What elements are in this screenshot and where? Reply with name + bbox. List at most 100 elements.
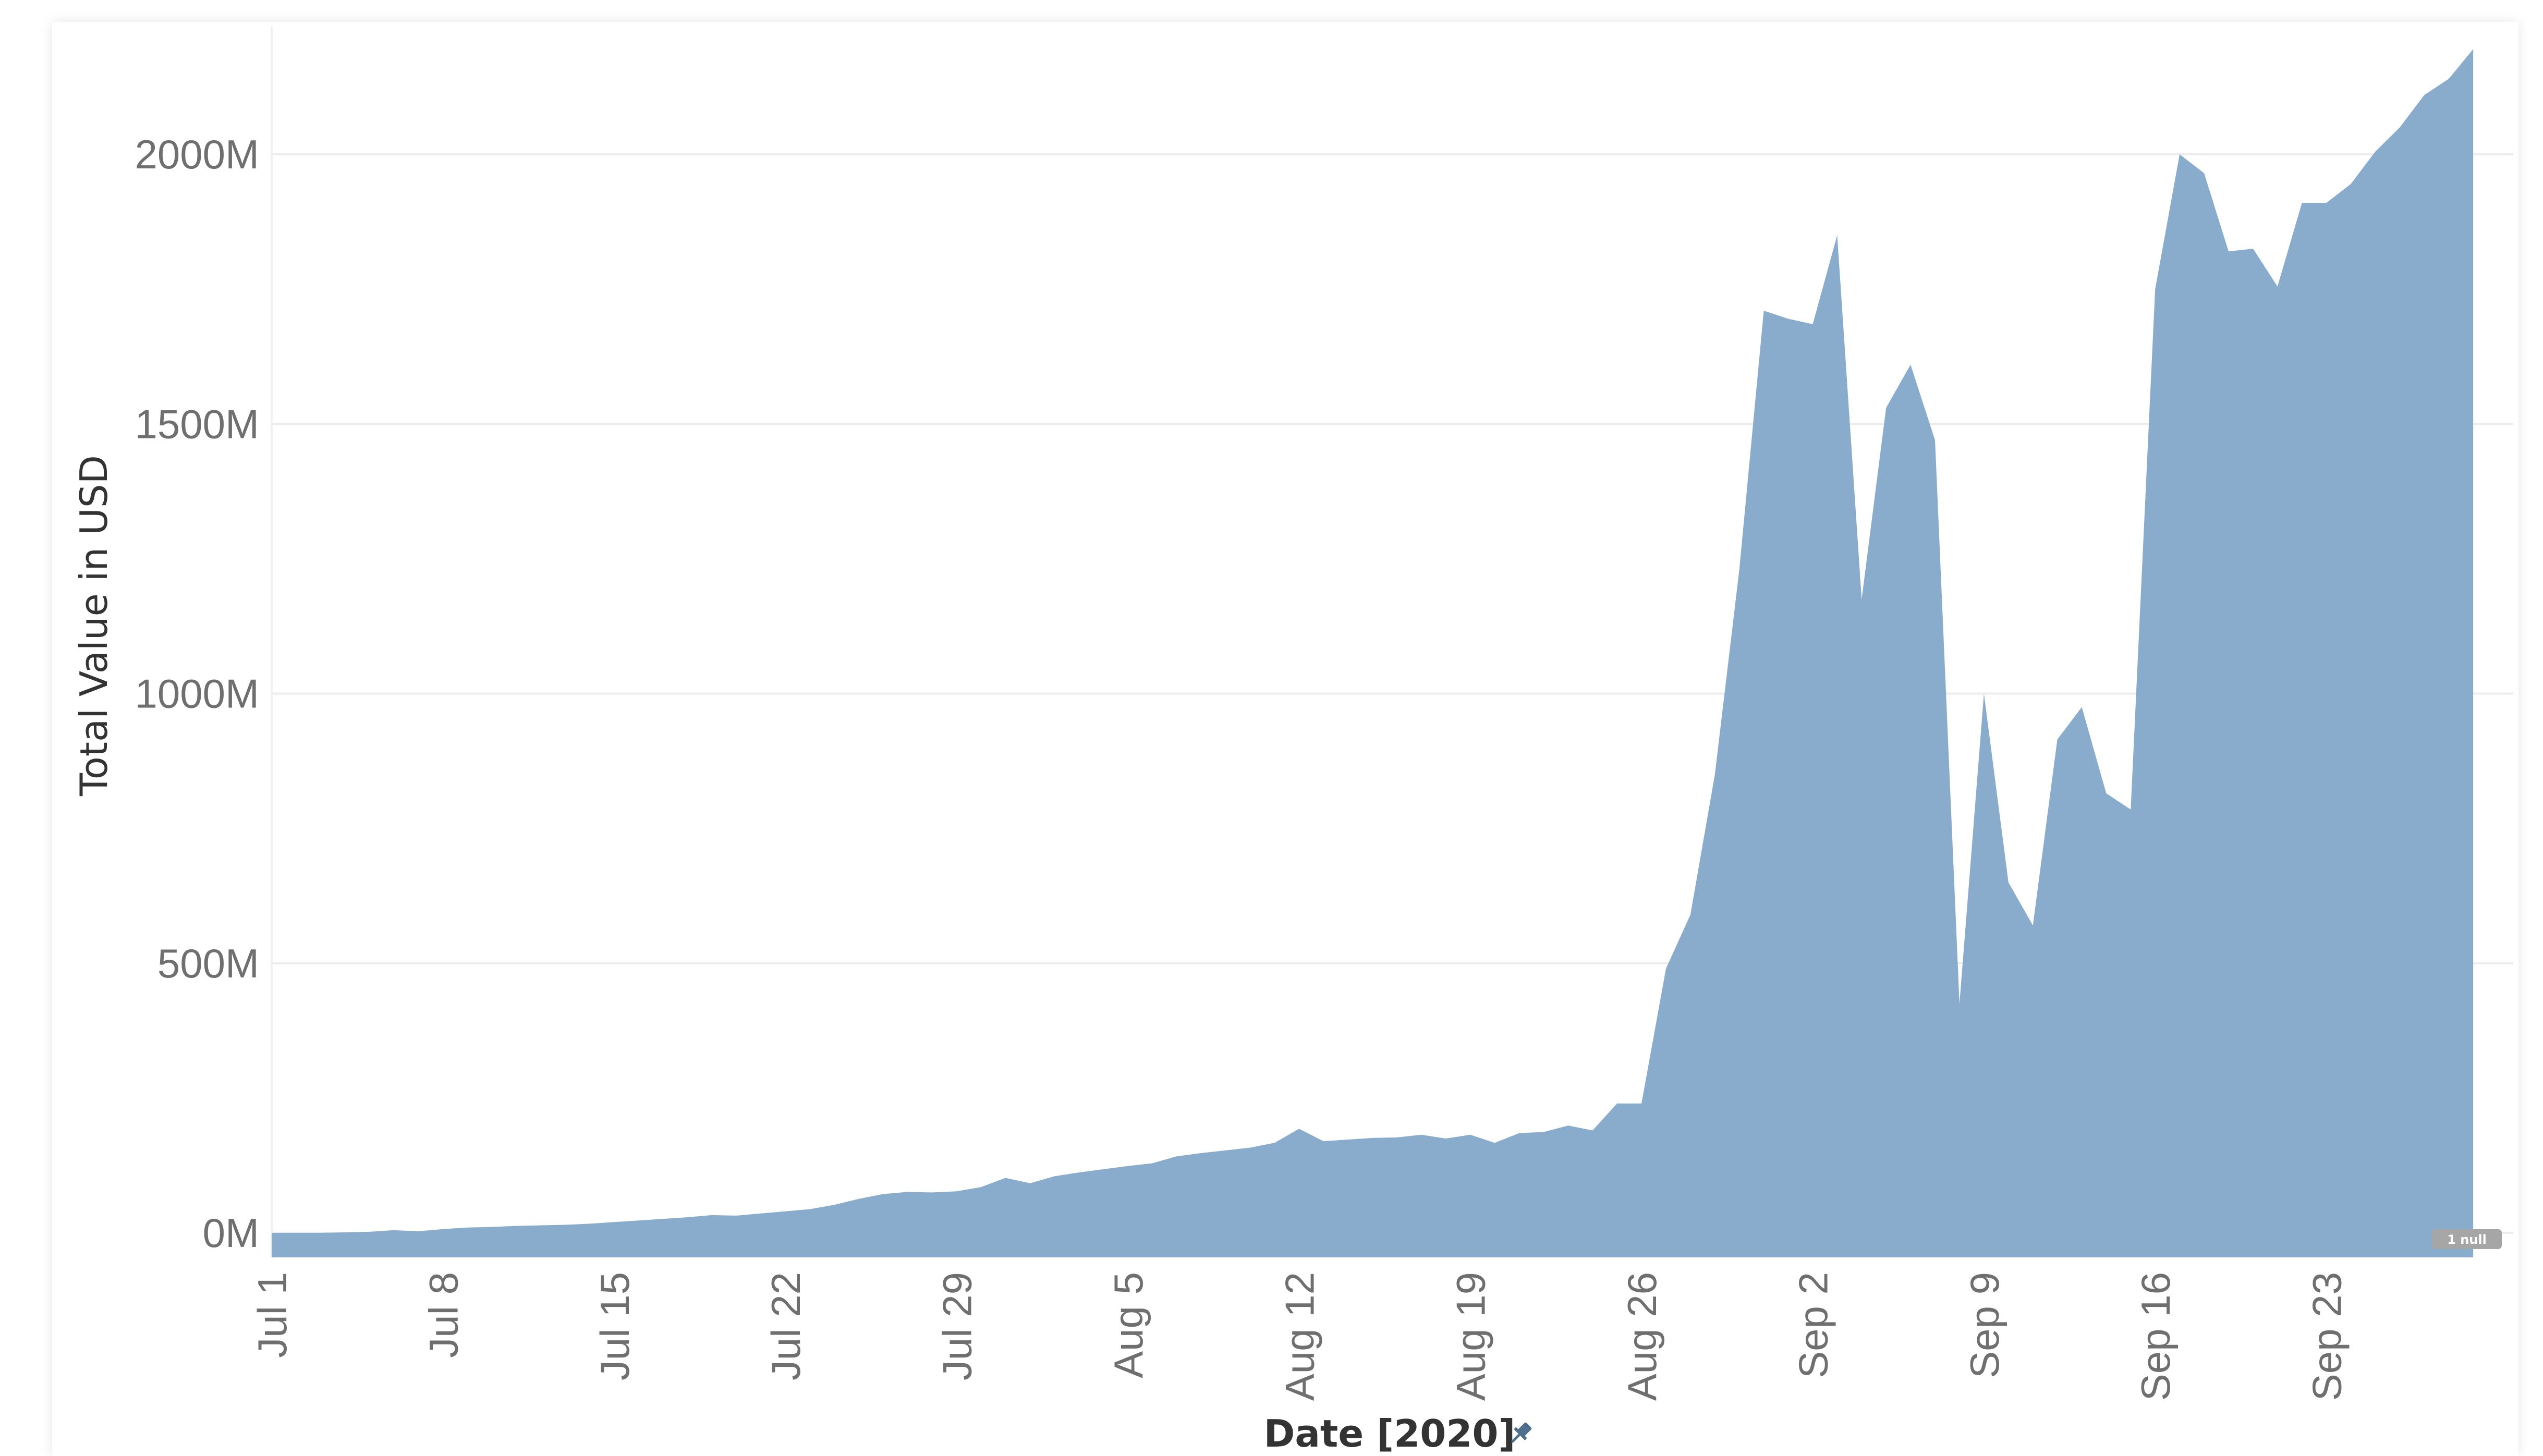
data-point[interactable] bbox=[805, 1204, 815, 1215]
data-point[interactable] bbox=[658, 1214, 668, 1224]
data-point[interactable] bbox=[2468, 44, 2478, 54]
data-point[interactable] bbox=[1490, 1137, 1500, 1148]
data-point[interactable] bbox=[2419, 90, 2429, 100]
data-point[interactable] bbox=[1000, 1173, 1011, 1183]
data-point[interactable] bbox=[1098, 1164, 1109, 1174]
data-point[interactable] bbox=[2297, 198, 2307, 208]
data-point[interactable] bbox=[1881, 402, 1891, 413]
data-point[interactable] bbox=[266, 1228, 277, 1238]
data-point[interactable] bbox=[2052, 734, 2063, 744]
data-point[interactable] bbox=[2223, 246, 2234, 256]
data-point[interactable] bbox=[1954, 998, 1965, 1009]
data-point[interactable] bbox=[1661, 963, 1671, 974]
x-tick-label: Aug 26 bbox=[1619, 1272, 1665, 1401]
data-point[interactable] bbox=[2028, 920, 2038, 931]
data-point[interactable] bbox=[903, 1186, 913, 1197]
data-point[interactable] bbox=[1367, 1133, 1378, 1143]
data-point[interactable] bbox=[2077, 702, 2087, 712]
data-point[interactable] bbox=[1930, 435, 1940, 445]
data-point[interactable] bbox=[560, 1220, 570, 1230]
data-point[interactable] bbox=[1343, 1134, 1353, 1145]
data-point[interactable] bbox=[1808, 319, 1818, 329]
data-point[interactable] bbox=[1147, 1158, 1158, 1169]
data-point[interactable] bbox=[2101, 788, 2111, 799]
data-point[interactable] bbox=[1612, 1098, 1622, 1109]
data-point[interactable] bbox=[1710, 769, 1720, 780]
data-point[interactable] bbox=[1269, 1137, 1280, 1148]
data-point[interactable] bbox=[1172, 1151, 1182, 1161]
data-point[interactable] bbox=[1905, 360, 1916, 370]
pin-icon[interactable] bbox=[1506, 1420, 1535, 1448]
data-point[interactable] bbox=[364, 1227, 375, 1237]
data-point[interactable] bbox=[878, 1189, 889, 1200]
data-point[interactable] bbox=[1783, 314, 1794, 324]
x-tick-label: Jul 15 bbox=[592, 1272, 638, 1380]
data-point[interactable] bbox=[731, 1210, 741, 1221]
data-point[interactable] bbox=[2321, 198, 2332, 208]
data-point[interactable] bbox=[1465, 1130, 1476, 1140]
data-point[interactable] bbox=[1636, 1098, 1647, 1109]
data-point[interactable] bbox=[2394, 122, 2405, 132]
null-indicator[interactable]: 1 null bbox=[2432, 1229, 2502, 1249]
data-point[interactable] bbox=[437, 1224, 448, 1234]
data-point[interactable] bbox=[976, 1182, 987, 1192]
data-point[interactable] bbox=[2125, 804, 2136, 815]
data-point[interactable] bbox=[1025, 1178, 1035, 1189]
data-point[interactable] bbox=[2248, 243, 2258, 254]
data-point[interactable] bbox=[1049, 1171, 1060, 1181]
data-point[interactable] bbox=[2272, 282, 2283, 292]
area-series[interactable] bbox=[272, 49, 2474, 1257]
data-point[interactable] bbox=[1979, 689, 1989, 699]
data-point[interactable] bbox=[1245, 1143, 1256, 1153]
x-axis-label[interactable]: Date [2020] bbox=[1264, 1412, 1516, 1455]
data-point[interactable] bbox=[1441, 1133, 1451, 1144]
data-point[interactable] bbox=[609, 1217, 619, 1227]
data-point[interactable] bbox=[340, 1227, 350, 1238]
data-point[interactable] bbox=[1856, 594, 1867, 605]
data-point[interactable] bbox=[756, 1208, 766, 1219]
data-point[interactable] bbox=[2370, 146, 2380, 157]
data-point[interactable] bbox=[1563, 1120, 1573, 1131]
data-point[interactable] bbox=[634, 1215, 644, 1226]
data-point[interactable] bbox=[389, 1225, 399, 1235]
data-point[interactable] bbox=[1318, 1136, 1329, 1146]
data-point[interactable] bbox=[2150, 284, 2160, 295]
data-point[interactable] bbox=[2199, 168, 2209, 178]
data-point[interactable] bbox=[1587, 1125, 1598, 1135]
data-point[interactable] bbox=[1196, 1148, 1207, 1158]
data-point[interactable] bbox=[2346, 179, 2356, 189]
data-point[interactable] bbox=[2443, 74, 2454, 84]
data-point[interactable] bbox=[1734, 565, 1745, 575]
data-point[interactable] bbox=[413, 1226, 424, 1237]
data-point[interactable] bbox=[2174, 149, 2185, 160]
data-point[interactable] bbox=[1538, 1127, 1549, 1137]
data-point[interactable] bbox=[585, 1218, 595, 1229]
data-point[interactable] bbox=[1074, 1167, 1084, 1178]
data-point[interactable] bbox=[854, 1194, 864, 1204]
data-point[interactable] bbox=[1514, 1128, 1525, 1139]
data-point[interactable] bbox=[291, 1228, 301, 1238]
data-point[interactable] bbox=[1832, 230, 1842, 240]
data-point[interactable] bbox=[829, 1200, 839, 1210]
y-axis-label: Total Value in USD bbox=[72, 455, 116, 797]
y-tick-label: 0M bbox=[203, 1210, 259, 1256]
data-point[interactable] bbox=[1123, 1161, 1133, 1171]
data-point[interactable] bbox=[707, 1210, 717, 1220]
data-point[interactable] bbox=[927, 1187, 938, 1197]
data-point[interactable] bbox=[486, 1222, 497, 1232]
data-point[interactable] bbox=[1221, 1145, 1231, 1156]
data-point[interactable] bbox=[1685, 910, 1696, 920]
data-point[interactable] bbox=[683, 1212, 693, 1222]
data-point[interactable] bbox=[536, 1220, 546, 1231]
data-point[interactable] bbox=[1392, 1132, 1402, 1143]
data-point[interactable] bbox=[2003, 877, 2014, 888]
data-point[interactable] bbox=[462, 1222, 472, 1233]
data-point[interactable] bbox=[780, 1206, 790, 1217]
x-tick-label: Sep 16 bbox=[2133, 1272, 2179, 1401]
data-point[interactable] bbox=[1416, 1130, 1427, 1140]
data-point[interactable] bbox=[511, 1221, 521, 1231]
data-point[interactable] bbox=[1294, 1123, 1304, 1134]
data-point[interactable] bbox=[315, 1228, 326, 1238]
data-point[interactable] bbox=[1759, 305, 1769, 316]
data-point[interactable] bbox=[952, 1186, 962, 1196]
